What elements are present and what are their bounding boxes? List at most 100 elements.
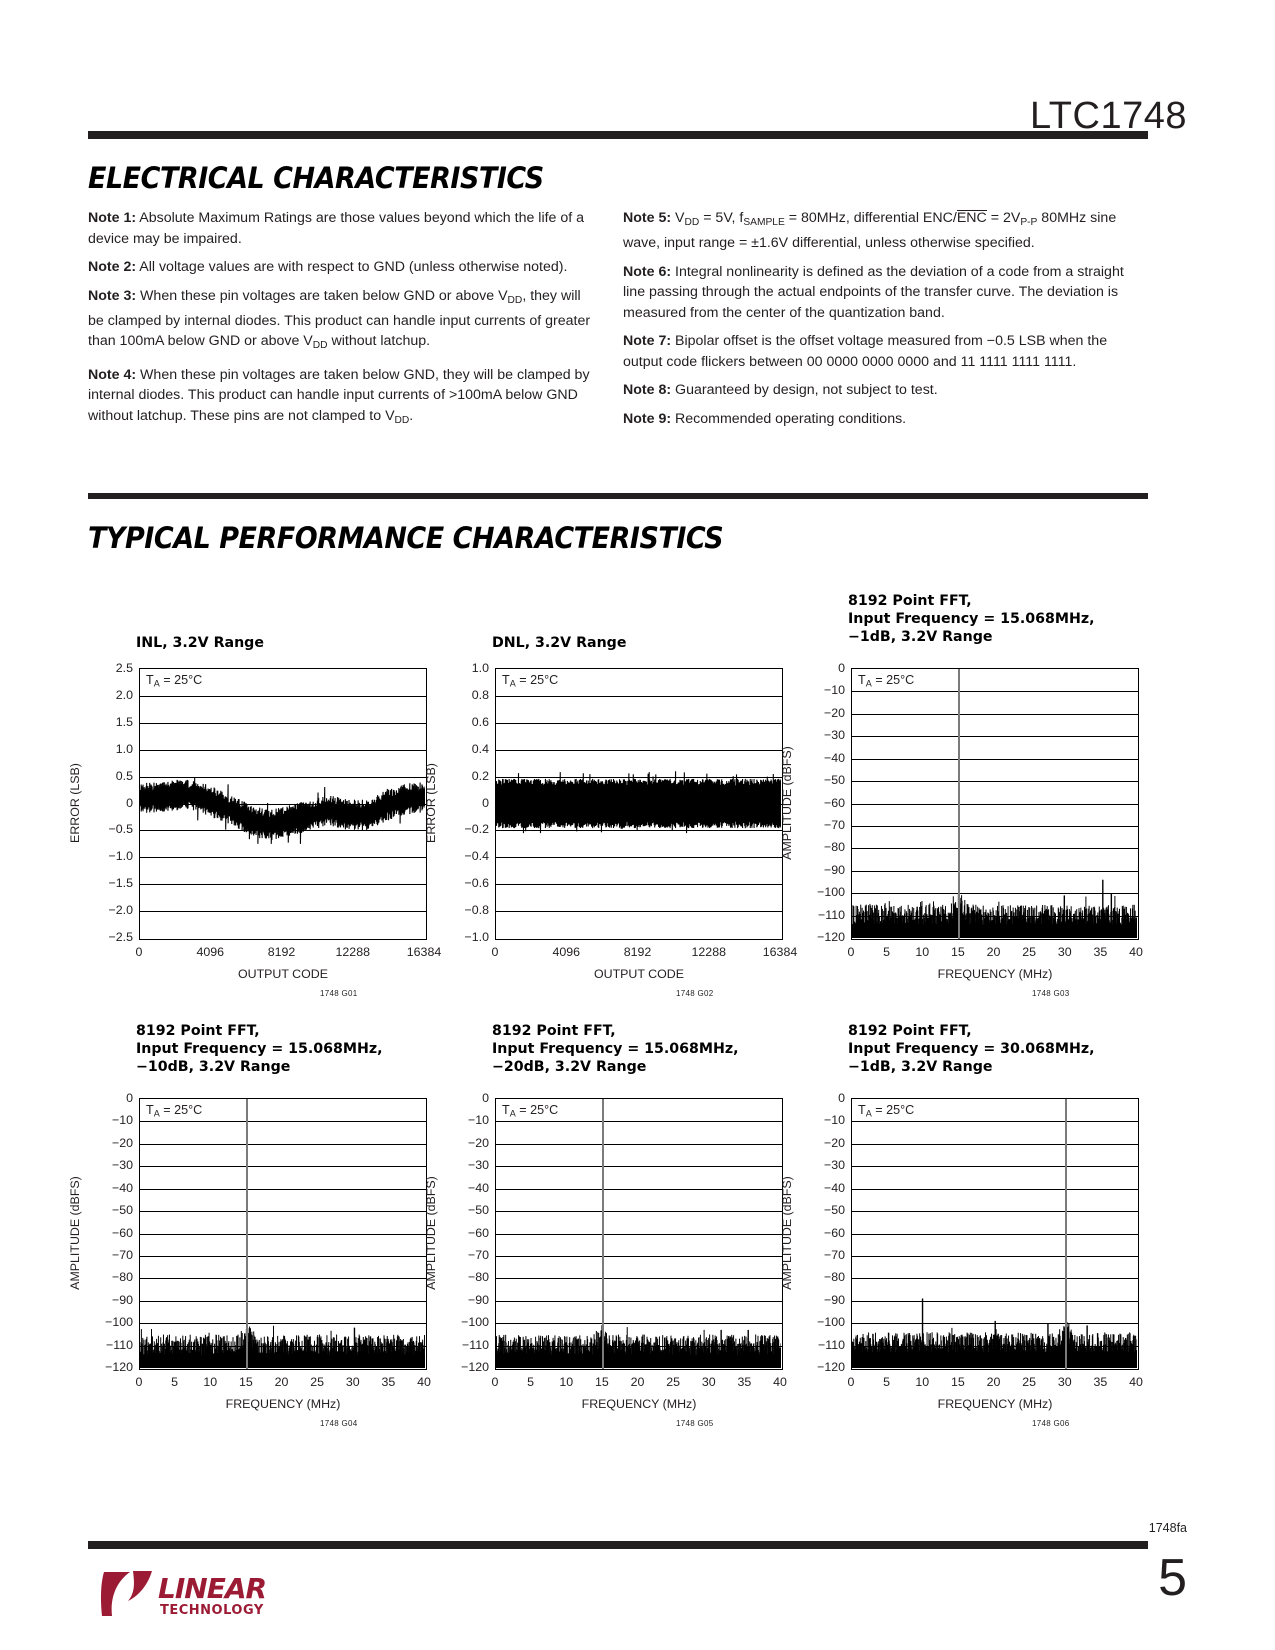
chart-gridline <box>852 713 1138 715</box>
chart-trace <box>140 777 425 844</box>
chart-x-tick-label: 20 <box>274 1375 289 1389</box>
chart-y-tick-label: −100 <box>817 1315 845 1330</box>
chart-gridline <box>496 722 782 724</box>
chart-y-tick-label: −90 <box>467 1292 489 1307</box>
chart-gridline <box>496 776 782 778</box>
chart-y-tick-label: 0 <box>126 795 133 810</box>
chart-gridline <box>140 1300 426 1302</box>
header-rule <box>88 131 1148 139</box>
chart-y-tick-label: −60 <box>111 1225 133 1240</box>
chart-y-axis-label: AMPLITUDE (dBFS) <box>780 746 794 860</box>
chart-x-tick-label: 40 <box>417 1375 431 1389</box>
chart-gridline <box>852 1300 1138 1302</box>
chart-trace <box>852 1298 1137 1368</box>
chart-annotation-temperature: TA = 25°C <box>502 673 559 689</box>
chart-y-tick-label: −70 <box>823 1247 845 1262</box>
chart-gridline <box>852 1278 1138 1280</box>
linear-technology-logo: LINEAR TECHNOLOGY <box>100 1568 275 1627</box>
chart-gridline <box>140 1323 426 1325</box>
note-paragraph: Note 5: VDD = 5V, fSAMPLE = 80MHz, diffe… <box>623 210 1117 252</box>
chart-y-tick-label: −40 <box>823 750 845 765</box>
chart-x-tick-label: 35 <box>1093 1375 1108 1389</box>
chart-gridline <box>140 1278 426 1280</box>
chart-title: INL, 3.2V Range <box>136 635 264 651</box>
logo-svg: LINEAR TECHNOLOGY <box>100 1571 267 1618</box>
chart-annotation-temperature: TA = 25°C <box>858 673 915 689</box>
note-paragraph: Note 1: Absolute Maximum Ratings are tho… <box>88 210 585 247</box>
chart-y-tick-label: −0.4 <box>464 849 489 864</box>
chart-y-tick-label: −100 <box>461 1315 489 1330</box>
chart-figure-id: 1748 G01 <box>320 989 358 998</box>
chart-y-tick-label: −70 <box>111 1247 133 1262</box>
chart-gridline <box>496 1211 782 1213</box>
footer-rule <box>88 1541 1148 1549</box>
chart-gridline <box>852 1166 1138 1168</box>
chart-x-axis-label: FREQUENCY (MHz) <box>937 1397 1053 1411</box>
chart-gridline <box>496 1166 782 1168</box>
chart-gridline <box>496 1300 782 1302</box>
chart-y-axis-label: ERROR (LSB) <box>424 763 438 843</box>
chart-y-tick-label: −10 <box>823 683 845 698</box>
page-number: 5 <box>1158 1549 1187 1607</box>
chart-y-tick-label: −80 <box>823 1270 845 1285</box>
chart-title: 8192 Point FFT, Input Frequency = 30.068… <box>848 1023 1095 1075</box>
chart-y-tick-label: 1.0 <box>471 661 489 675</box>
chart-y-axis-label: AMPLITUDE (dBFS) <box>780 1176 794 1290</box>
chart-x-tick-label: 10 <box>915 1375 930 1389</box>
chart-x-tick-label: 30 <box>345 1375 360 1389</box>
chart-x-tick-label: 35 <box>381 1375 396 1389</box>
chart-y-tick-label: −10 <box>467 1113 489 1128</box>
chart-gridline <box>496 695 782 697</box>
chart-y-tick-label: −110 <box>818 1337 845 1352</box>
chart-y-tick-label: −50 <box>111 1203 133 1218</box>
chart-gridline <box>852 1188 1138 1190</box>
chart-y-tick-label: 0 <box>482 795 489 810</box>
chart-annotation-temperature: TA = 25°C <box>858 1103 915 1119</box>
chart-gridline <box>852 1255 1138 1257</box>
chart-gridline <box>496 830 782 832</box>
chart-x-tick-label: 15 <box>950 945 965 959</box>
chart-y-axis-label: AMPLITUDE (dBFS) <box>68 1176 82 1290</box>
chart-x-tick-label: 0 <box>491 945 499 959</box>
chart-fundamental-marker <box>602 1099 605 1369</box>
chart-x-tick-label: 15 <box>594 1375 609 1389</box>
chart-x-tick-label: 12288 <box>691 945 726 959</box>
chart-y-tick-label: −40 <box>823 1180 845 1195</box>
notes-column-right: Note 5: VDD = 5V, fSAMPLE = 80MHz, diffe… <box>623 208 1135 437</box>
chart-gridline <box>140 1166 426 1168</box>
chart-y-tick-label: −20 <box>823 1135 845 1150</box>
chart-x-axis-label: FREQUENCY (MHz) <box>581 1397 697 1411</box>
chart-fundamental-marker <box>246 1099 249 1369</box>
chart-y-tick-label: −0.6 <box>464 876 489 891</box>
chart-y-tick-label: −40 <box>111 1180 133 1195</box>
chart-x-tick-label: 4096 <box>552 945 581 959</box>
chart-figure-id: 1748 G06 <box>1032 1419 1070 1428</box>
chart-gridline <box>140 1233 426 1235</box>
chart-x-tick-label: 20 <box>630 1375 645 1389</box>
chart-figure-id: 1748 G02 <box>676 989 714 998</box>
chart-x-tick-label: 0 <box>135 945 143 959</box>
chart-y-tick-label: −20 <box>823 705 845 720</box>
chart-y-axis-label: AMPLITUDE (dBFS) <box>424 1176 438 1290</box>
chart-gridline <box>140 695 426 697</box>
chart-figure-id: 1748 G04 <box>320 1419 358 1428</box>
chart-y-tick-label: −80 <box>823 840 845 855</box>
chart-y-tick-label: −80 <box>467 1270 489 1285</box>
chart-figure-id: 1748 G05 <box>676 1419 714 1428</box>
chart-gridline <box>852 1143 1138 1145</box>
chart-y-tick-label: −20 <box>111 1135 133 1150</box>
chart-y-tick-label: −40 <box>467 1180 489 1195</box>
note-label: Note 3: <box>88 287 137 304</box>
chart-y-tick-label: −20 <box>467 1135 489 1150</box>
chart-gridline <box>140 1121 426 1123</box>
chart-x-tick-label: 25 <box>1022 945 1037 959</box>
chart-annotation-temperature: TA = 25°C <box>502 1103 559 1119</box>
chart-y-tick-label: −70 <box>823 817 845 832</box>
chart-gridline <box>140 1255 426 1257</box>
chart-y-tick-label: −2.5 <box>108 930 133 944</box>
chart-x-tick-label: 25 <box>666 1375 681 1389</box>
chart-trace <box>852 879 1137 938</box>
revision-code: 1748fa <box>1148 1521 1187 1535</box>
chart-x-tick-label: 30 <box>1057 1375 1072 1389</box>
section-divider-rule <box>88 493 1148 499</box>
